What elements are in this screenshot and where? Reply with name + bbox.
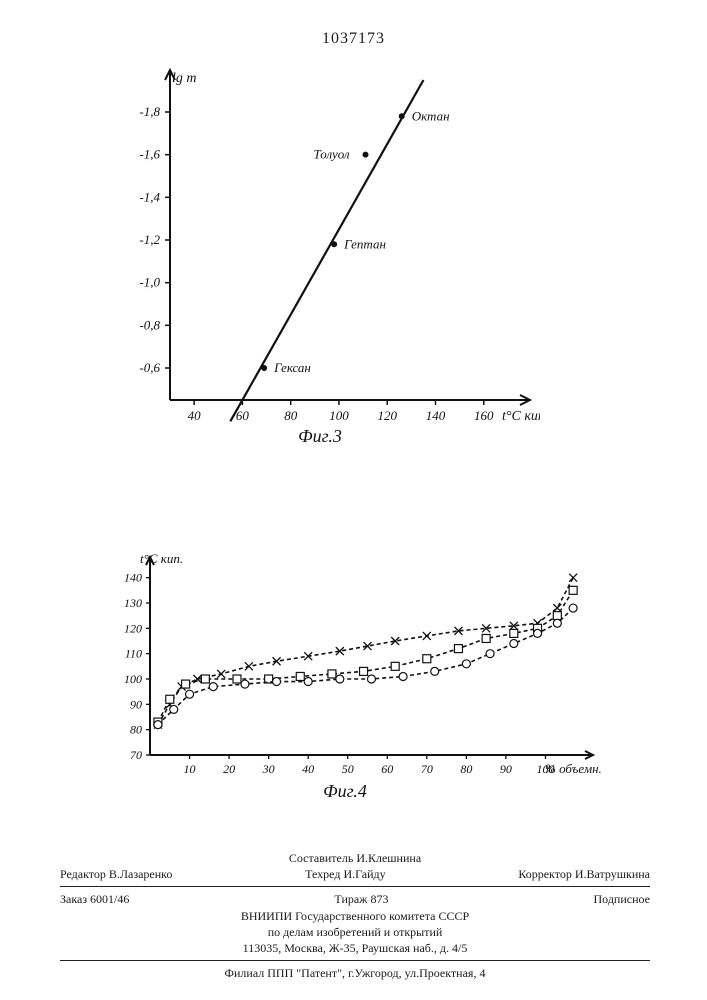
svg-text:-1,8: -1,8 <box>139 104 160 119</box>
svg-text:% объемн.: % объемн. <box>545 761 602 776</box>
svg-text:80: 80 <box>284 408 298 423</box>
tech-editor: Техред И.Гайду <box>305 866 386 882</box>
subscription: Подписное <box>594 891 651 907</box>
svg-text:Фиг.3: Фиг.3 <box>298 426 342 446</box>
svg-text:60: 60 <box>381 762 393 776</box>
branch-line: Филиал ППП "Патент", г.Ужгород, ул.Проек… <box>60 965 650 981</box>
svg-text:40: 40 <box>302 762 314 776</box>
svg-text:-1,2: -1,2 <box>139 232 160 247</box>
svg-text:t°C кип.: t°C кип. <box>140 551 183 566</box>
svg-text:-1,6: -1,6 <box>139 147 160 162</box>
svg-text:lg m: lg m <box>172 71 197 86</box>
svg-text:20: 20 <box>223 762 235 776</box>
svg-text:40: 40 <box>188 408 202 423</box>
figure-4: 7080901001101201301401020304050607080901… <box>85 545 605 815</box>
svg-text:-0,8: -0,8 <box>139 317 160 332</box>
svg-text:Фиг.4: Фиг.4 <box>323 781 367 801</box>
svg-text:60: 60 <box>236 408 250 423</box>
footer-block: Составитель И.Клешнина Редактор В.Лазаре… <box>60 850 650 981</box>
svg-text:-1,4: -1,4 <box>139 189 160 204</box>
svg-text:70: 70 <box>130 748 142 762</box>
svg-text:50: 50 <box>342 762 354 776</box>
svg-text:Толуол: Толуол <box>314 147 350 162</box>
svg-text:140: 140 <box>426 408 446 423</box>
svg-text:110: 110 <box>125 647 142 661</box>
editor: Редактор В.Лазаренко <box>60 866 172 882</box>
svg-text:-0,6: -0,6 <box>139 360 160 375</box>
svg-text:90: 90 <box>500 762 512 776</box>
svg-text:80: 80 <box>460 762 472 776</box>
org-line-1: ВНИИПИ Государственного комитета СССР <box>60 908 650 924</box>
order-number: Заказ 6001/46 <box>60 891 129 907</box>
figure-3: -0,6 -0,8 -1,0 -1,2 -1,4 -1,6 -1,8 40 60 80 100 120… <box>100 60 540 460</box>
order-row: Заказ 6001/46 Тираж 873 Подписное <box>60 891 650 907</box>
credits-row: Редактор В.Лазаренко Техред И.Гайду Корр… <box>60 866 650 882</box>
address-line: 113035, Москва, Ж-35, Раушская наб., д. … <box>60 940 650 956</box>
svg-text:Гептан: Гептан <box>343 236 386 251</box>
svg-text:100: 100 <box>329 408 349 423</box>
svg-text:120: 120 <box>124 621 142 635</box>
svg-text:70: 70 <box>421 762 433 776</box>
svg-text:-1,0: -1,0 <box>139 275 160 290</box>
svg-text:140: 140 <box>124 571 142 585</box>
org-line-2: по делам изобретений и открытий <box>60 924 650 940</box>
print-run: Тираж 873 <box>334 891 388 907</box>
svg-text:90: 90 <box>130 697 142 711</box>
svg-text:t°C кип: t°C кип <box>502 409 540 424</box>
svg-text:130: 130 <box>124 596 142 610</box>
document-number: 1037173 <box>0 30 707 48</box>
compiler-line: Составитель И.Клешнина <box>60 850 650 866</box>
svg-text:120: 120 <box>377 408 397 423</box>
svg-text:10: 10 <box>184 762 196 776</box>
svg-text:100: 100 <box>124 672 142 686</box>
svg-text:160: 160 <box>474 408 494 423</box>
svg-text:80: 80 <box>130 723 142 737</box>
svg-text:Гексан: Гексан <box>273 360 311 375</box>
svg-text:Октан: Октан <box>412 108 450 123</box>
svg-text:30: 30 <box>262 762 275 776</box>
corrector: Корректор И.Ватрушкина <box>518 866 650 882</box>
